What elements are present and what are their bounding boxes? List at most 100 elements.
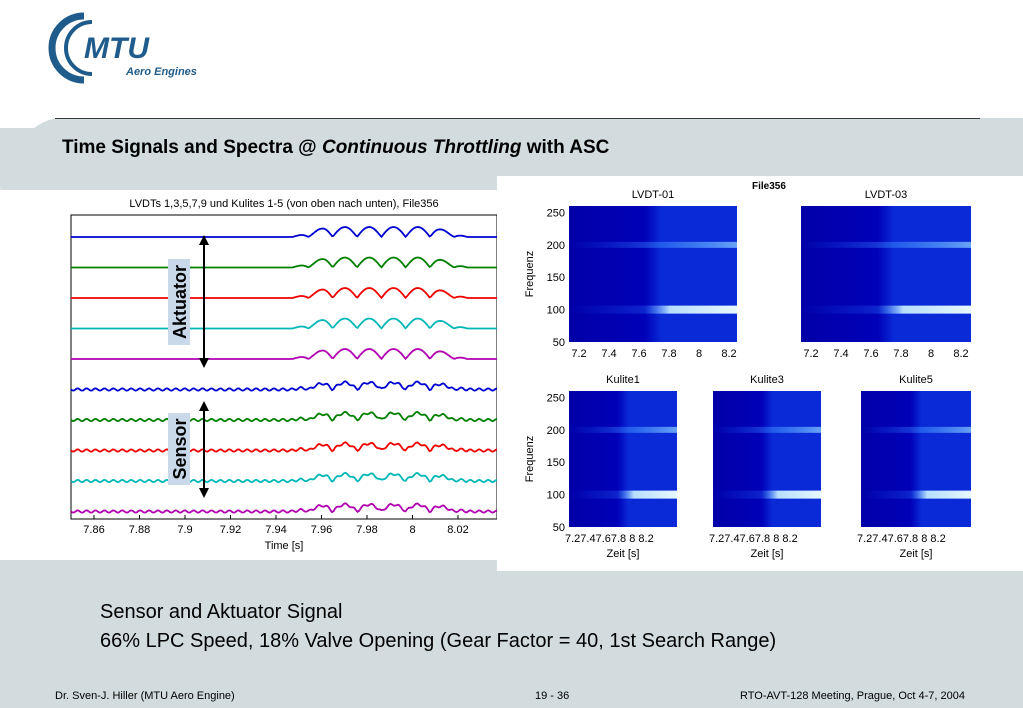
time-signal-plot: LVDTs 1,3,5,7,9 und Kulites 1-5 (von obe… (70, 198, 498, 552)
spectrogram-title: LVDT-03 (865, 189, 908, 201)
spectral-band-200 (569, 426, 677, 433)
x-tick-label: 7.96 (311, 524, 332, 536)
slide-title: Time Signals and Spectra @ Continuous Th… (62, 137, 609, 159)
spectra-plot: File356 LVDT-01 250 200 150 100 50 Frequenz 7.2… (524, 181, 971, 560)
x-tick-labels: 7.27.47.67.8 8 8.2 (709, 533, 798, 545)
caption-line-1: Sensor and Aktuator Signal (100, 601, 343, 623)
x-tick-label: 8 (409, 524, 415, 536)
caption-band (0, 560, 1023, 708)
y-tick-label: 250 (547, 207, 565, 219)
spectrogram-title: Kulite1 (606, 374, 640, 386)
x-tick-label: 7.9 (177, 524, 192, 536)
spectrogram-image (713, 391, 821, 527)
spectral-band-200 (569, 241, 737, 248)
spectral-band-100 (713, 490, 821, 499)
x-tick-label: 7.86 (83, 524, 104, 536)
signal-trace-4 (71, 317, 497, 330)
spectral-band-100 (569, 490, 677, 499)
spectral-band-100 (861, 490, 971, 499)
caption: Sensor and Aktuator Signal 66% LPC Speed… (100, 598, 776, 656)
x-tick-label: 7.2 (571, 348, 586, 360)
footer-meeting: RTO-AVT-128 Meeting, Prague, Oct 4-7, 20… (740, 690, 966, 702)
aktuator-arrow-head-down (199, 358, 209, 368)
file-label: File356 (752, 181, 786, 192)
title-italic: Continuous Throttling (321, 137, 522, 158)
sensor-label-box (168, 413, 190, 485)
spectrogram-image (569, 206, 737, 342)
y-tick-label: 50 (553, 337, 565, 349)
x-tick-label: 7.88 (129, 524, 150, 536)
aktuator-label-box (168, 259, 190, 345)
spectrogram-image (569, 391, 677, 527)
y-tick-label: 100 (547, 490, 565, 502)
y-axis-label: Frequenz (524, 436, 536, 482)
spectral-band-200 (861, 426, 971, 433)
header-rule (55, 118, 980, 119)
spectrogram-panel-3: Kulite1 250 200 150 100 50 Frequenz 7.27.47.67.… (524, 374, 677, 560)
y-tick-label: 150 (547, 272, 565, 284)
signal-trace-10 (70, 502, 498, 514)
spectrogram-panel-2: LVDT-03 7.2 7.4 7.6 7.8 8 8.2 (801, 189, 971, 360)
footer-page-number: 19 - 36 (535, 690, 570, 702)
signal-trace-8 (70, 441, 498, 453)
x-tick-label: 7.8 (661, 348, 676, 360)
left-plot-frame (70, 214, 498, 520)
y-tick-label: 200 (547, 425, 565, 437)
x-tick-label: 7.6 (863, 348, 878, 360)
signal-trace-3 (71, 287, 497, 300)
x-tick-label: 8.2 (953, 348, 968, 360)
y-tick-label: 100 (547, 305, 565, 317)
left-xlabel: Time [s] (265, 540, 304, 552)
x-axis-label: Zeit [s] (899, 548, 932, 560)
spectrogram-title: Kulite5 (899, 374, 933, 386)
x-axis-label: Zeit [s] (606, 548, 639, 560)
header-area (0, 0, 1023, 118)
y-tick-label: 200 (547, 240, 565, 252)
spectrogram-panel-1: LVDT-01 250 200 150 100 50 Frequenz 7.2 7.4 7.6 7.… (524, 189, 737, 360)
signal-trace-7 (70, 410, 498, 423)
x-tick-label: 8.2 (721, 348, 736, 360)
spectrogram-image (801, 206, 971, 342)
x-tick-group: 7.86 7.88 7.9 7.92 7.94 7.96 7.98 8 8.02 (83, 515, 469, 536)
x-tick-label: 7.4 (833, 348, 848, 360)
footer-author: Dr. Sven-J. Hiller (MTU Aero Engine) (55, 690, 235, 702)
x-tick-label: 8 (928, 348, 934, 360)
logo-subtext: Aero Engines (125, 66, 197, 78)
x-tick-label: 7.92 (220, 524, 241, 536)
x-tick-label: 8 (696, 348, 702, 360)
mtu-logo: MTU Aero Engines (48, 12, 197, 84)
spectral-band-100 (569, 305, 737, 314)
spectrogram-title: LVDT-01 (632, 189, 675, 201)
x-tick-labels: 7.27.47.67.8 8 8.2 (857, 533, 946, 545)
signal-trace-6 (70, 380, 498, 392)
spectral-band-200 (713, 426, 821, 433)
title-part1: Time Signals and Spectra @ (62, 137, 322, 158)
spectrogram-title: Kulite3 (750, 374, 784, 386)
x-tick-label: 7.4 (601, 348, 616, 360)
x-tick-label: 8.02 (447, 524, 468, 536)
y-tick-label: 150 (547, 457, 565, 469)
caption-line-2: 66% LPC Speed, 18% Valve Opening (Gear F… (100, 630, 777, 652)
spectra-figure: File356 LVDT-01 250 200 150 100 50 Frequenz 7.2… (497, 176, 1023, 571)
x-tick-labels: 7.27.47.67.8 8 8.2 (565, 533, 654, 545)
x-tick-label: 7.2 (803, 348, 818, 360)
signal-trace-9 (70, 471, 498, 484)
time-signal-figure: LVDTs 1,3,5,7,9 und Kulites 1-5 (von obe… (54, 191, 504, 558)
y-tick-label: 50 (553, 522, 565, 534)
spectrogram-image (861, 391, 971, 527)
sensor-label: Sensor (170, 418, 190, 479)
signal-trace-5 (71, 348, 497, 361)
x-tick-label: 7.6 (631, 348, 646, 360)
header-curve-decoration (0, 118, 1023, 190)
spectral-band-100 (801, 305, 971, 314)
x-tick-label: 7.8 (893, 348, 908, 360)
sensor-arrow-head-down (199, 488, 209, 498)
trace-group (70, 226, 498, 514)
x-axis-label: Zeit [s] (750, 548, 783, 560)
sensor-arrow-head-up (199, 401, 209, 411)
x-tick-label: 7.98 (356, 524, 377, 536)
signal-trace-2 (71, 256, 497, 269)
spectrogram-panel-5: Kulite5 7.27.47.67.8 8 8.2 Zeit [s] (857, 374, 971, 560)
spectral-band-200 (801, 241, 971, 248)
